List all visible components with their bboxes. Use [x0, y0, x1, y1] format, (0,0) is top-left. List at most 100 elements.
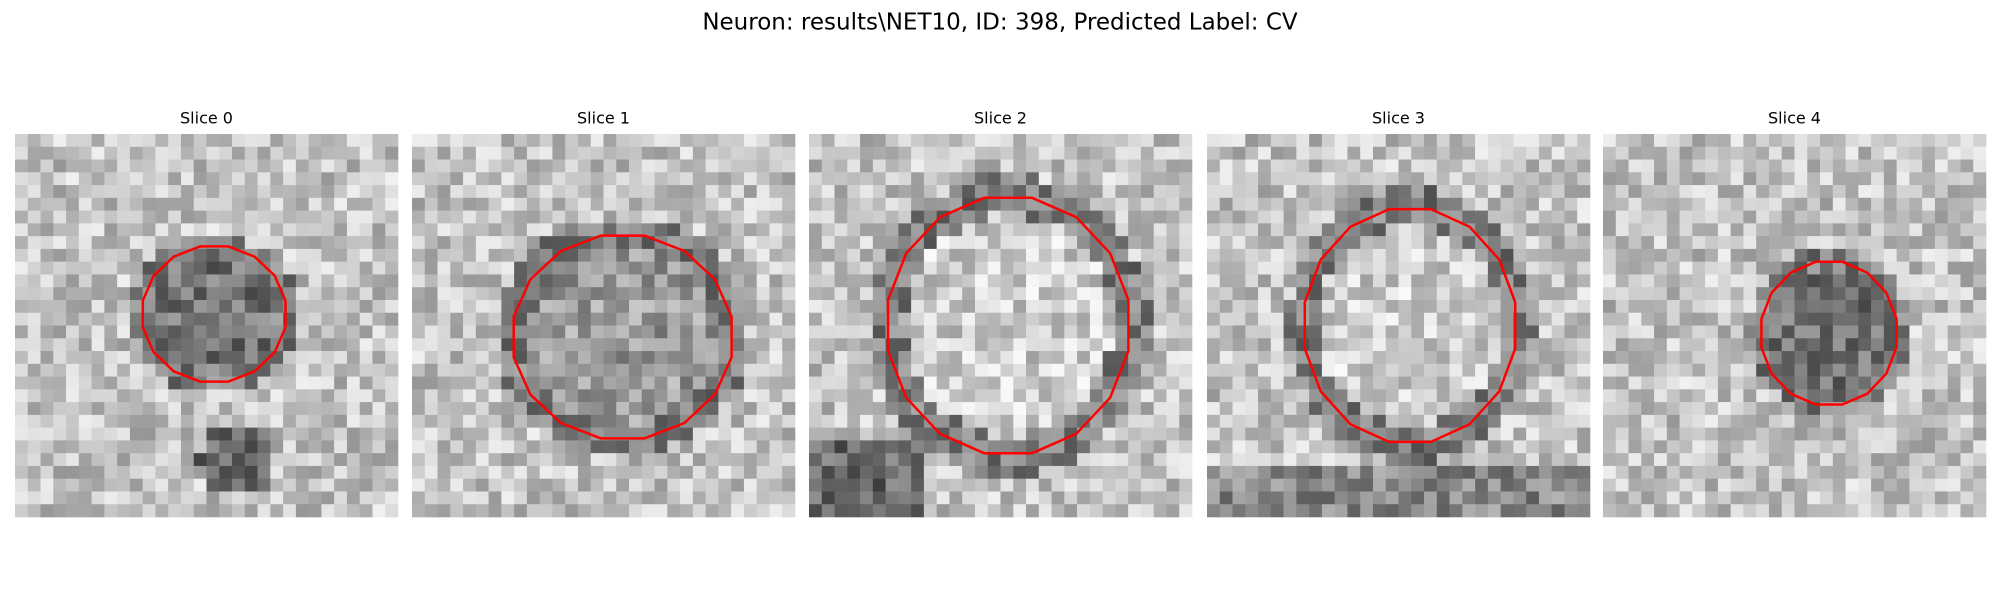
pixel [1526, 363, 1540, 377]
pixel [1321, 210, 1335, 224]
pixel [1820, 274, 1834, 288]
pixel [1372, 478, 1387, 492]
pixel [168, 159, 182, 173]
pixel [1551, 491, 1565, 505]
pixel [91, 299, 105, 314]
pixel [1051, 402, 1065, 416]
pixel [1128, 159, 1142, 173]
pixel [168, 287, 182, 301]
pixel [1385, 134, 1399, 148]
pixel [359, 172, 373, 186]
pixel [1934, 146, 1948, 160]
pixel [718, 325, 732, 339]
pixel [552, 299, 566, 314]
pixel [66, 478, 80, 492]
pixel [295, 287, 309, 301]
pixel [1475, 453, 1489, 467]
pixel [1449, 172, 1463, 186]
pixel [539, 248, 553, 262]
pixel [1845, 465, 1859, 479]
pixel [1102, 491, 1116, 505]
pixel [385, 261, 399, 275]
pixel [923, 197, 937, 211]
pixel [1026, 287, 1040, 301]
pixel [1526, 325, 1540, 339]
pixel [1654, 287, 1668, 301]
pixel [1462, 363, 1476, 377]
pixel [15, 236, 29, 250]
pixel [526, 185, 540, 199]
pixel [1207, 440, 1221, 454]
pixel [705, 197, 719, 211]
pixel [1845, 236, 1859, 250]
pixel [1436, 274, 1450, 288]
pixel [1424, 236, 1438, 250]
pixel [1781, 312, 1795, 326]
pixel [1513, 261, 1527, 275]
pixel [590, 172, 604, 186]
pixel [1628, 185, 1642, 199]
pixel [1551, 287, 1565, 301]
pixel [1832, 146, 1846, 160]
pixel [180, 491, 195, 505]
pixel [1654, 504, 1668, 518]
pixel [1000, 287, 1014, 301]
pixel [987, 504, 1001, 518]
pixel [1934, 210, 1948, 224]
pixel [359, 402, 373, 416]
pixel [911, 478, 925, 492]
pixel [1321, 338, 1335, 352]
pixel [66, 159, 80, 173]
pixel [1232, 248, 1246, 262]
pixel [283, 261, 297, 275]
pixel [193, 351, 207, 365]
pixel [692, 389, 706, 403]
pixel [1832, 427, 1846, 441]
pixel [450, 159, 464, 173]
pixel [1858, 274, 1872, 288]
pixel [450, 185, 464, 199]
pixel [565, 427, 579, 441]
pixel [142, 146, 156, 160]
pixel [1730, 389, 1744, 403]
pixel [283, 440, 297, 454]
pixel [1934, 338, 1948, 352]
pixel [40, 351, 54, 365]
pixel [1666, 363, 1680, 377]
pixel [1922, 453, 1936, 467]
pixel [514, 223, 528, 237]
pixel [923, 363, 937, 377]
pixel [577, 248, 592, 262]
pixel [1513, 299, 1527, 314]
pixel [1258, 491, 1272, 505]
pixel [1679, 159, 1693, 173]
pixel [1679, 465, 1693, 479]
pixel [1768, 338, 1783, 352]
pixel [1089, 363, 1103, 377]
pixel [424, 389, 438, 403]
pixel [1564, 299, 1578, 314]
pixel [1679, 478, 1693, 492]
pixel [78, 478, 92, 492]
pixel [257, 453, 271, 467]
pixel [1077, 172, 1091, 186]
pixel [974, 172, 989, 186]
pixel [1934, 491, 1948, 505]
pixel [1436, 185, 1450, 199]
pixel [1743, 478, 1757, 492]
pixel [885, 414, 899, 428]
pixel [565, 172, 579, 186]
pixel [885, 223, 899, 237]
pixel [1564, 376, 1578, 390]
pixel [911, 363, 925, 377]
pixel [1372, 338, 1387, 352]
pixel [539, 414, 553, 428]
pixel [692, 287, 706, 301]
pixel [1270, 185, 1284, 199]
pixel [1038, 185, 1052, 199]
pixel [629, 363, 643, 377]
pixel [104, 440, 118, 454]
pixel [987, 299, 1001, 314]
pixel [923, 299, 937, 314]
pixel [437, 134, 451, 148]
